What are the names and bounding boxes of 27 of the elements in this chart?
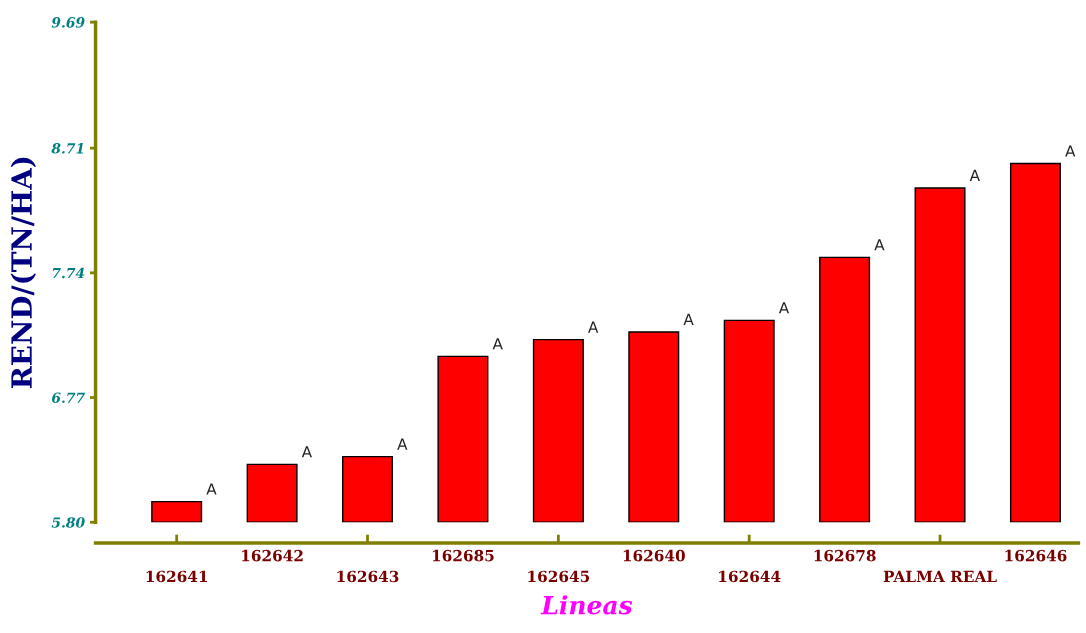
x-tick-label: 162678 [814,549,876,562]
y-tick-label: 7.74 [52,267,85,279]
x-tick-label: PALMA REAL [883,570,997,582]
y-tick-label: 5.80 [51,517,85,528]
x-axis-title: Lineas [540,595,633,615]
data-label: A [206,483,217,495]
data-label: A [301,446,312,458]
x-tick-label: 162640 [623,549,685,562]
x-tick-label: 162645 [528,570,590,583]
data-label: A [683,313,694,325]
data-label: A [588,321,599,333]
x-tick-label: 162646 [1005,549,1067,562]
x-tick-label: 162641 [146,570,208,583]
x-tick-label: 162685 [432,549,494,562]
data-label: A [778,302,790,314]
y-tick-label: 9.69 [51,17,85,28]
x-tick-label: 162643 [337,570,399,583]
x-tick-label: 162644 [719,570,781,583]
data-label: A [969,169,980,181]
data-label: A [397,438,408,450]
y-tick-label: 8.71 [51,143,83,154]
data-label: A [874,239,885,251]
x-tick-label: 162642 [242,549,303,562]
y-axis-title: REND/(TN/HA) [10,157,36,388]
data-label: A [1065,145,1076,157]
y-tick-label: 6.77 [51,392,85,403]
data-label: A [492,338,503,350]
